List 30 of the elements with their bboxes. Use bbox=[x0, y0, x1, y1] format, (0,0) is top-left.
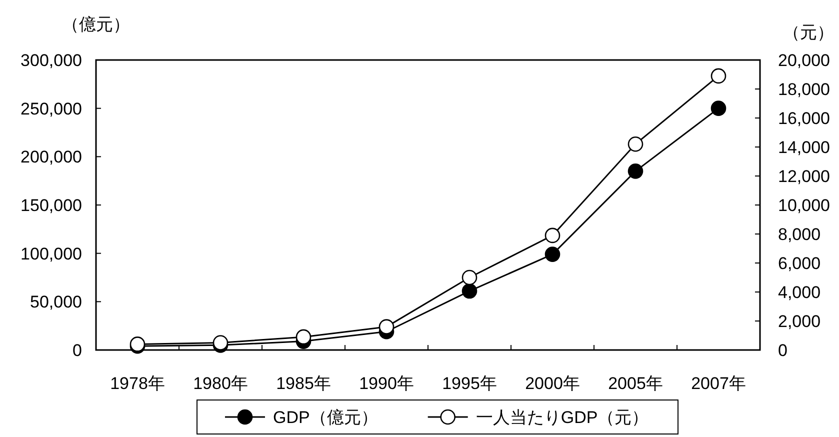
y2-tick-label: 20,000 bbox=[778, 51, 830, 70]
y2-tick-label: 16,000 bbox=[778, 109, 830, 128]
y2-tick-label: 14,000 bbox=[778, 138, 830, 157]
y2-tick-label: 6,000 bbox=[778, 254, 821, 273]
legend-label: GDP（億元） bbox=[273, 408, 378, 427]
y-tick-label: 300,000 bbox=[20, 51, 82, 70]
y2-tick-label: 4,000 bbox=[778, 283, 821, 302]
y-tick-label: 250,000 bbox=[20, 99, 82, 118]
y-tick-label: 100,000 bbox=[20, 244, 82, 264]
x-tick-label: 2000年 bbox=[525, 374, 580, 393]
y2-tick-label: 18,000 bbox=[778, 80, 830, 99]
y2-tick-label: 10,000 bbox=[778, 196, 830, 215]
y2-axis-title: （元） bbox=[783, 23, 834, 42]
y2-tick-label: 8,000 bbox=[778, 225, 821, 244]
y-axis-title: （億元） bbox=[62, 15, 130, 34]
y2-tick-label: 2,000 bbox=[778, 312, 821, 331]
y-tick-label: 150,000 bbox=[20, 196, 82, 215]
x-tick-label: 2005年 bbox=[608, 374, 663, 393]
x-tick-label: 1985年 bbox=[276, 374, 331, 393]
legend-label: 一人当たりGDP（元） bbox=[476, 408, 649, 427]
x-tick-label: 2007年 bbox=[691, 374, 746, 393]
y-tick-label: 200,000 bbox=[20, 148, 82, 167]
x-tick-label: 1990年 bbox=[359, 374, 414, 393]
y2-tick-label: 12,000 bbox=[778, 167, 830, 186]
x-tick-label: 1978年 bbox=[110, 374, 165, 393]
y-tick-label: 50,000 bbox=[30, 292, 82, 312]
y-tick-label: 0 bbox=[72, 341, 82, 360]
y2-tick-label: 0 bbox=[778, 341, 788, 360]
x-tick-label: 1980年 bbox=[193, 374, 248, 393]
x-tick-label: 1995年 bbox=[442, 374, 497, 393]
